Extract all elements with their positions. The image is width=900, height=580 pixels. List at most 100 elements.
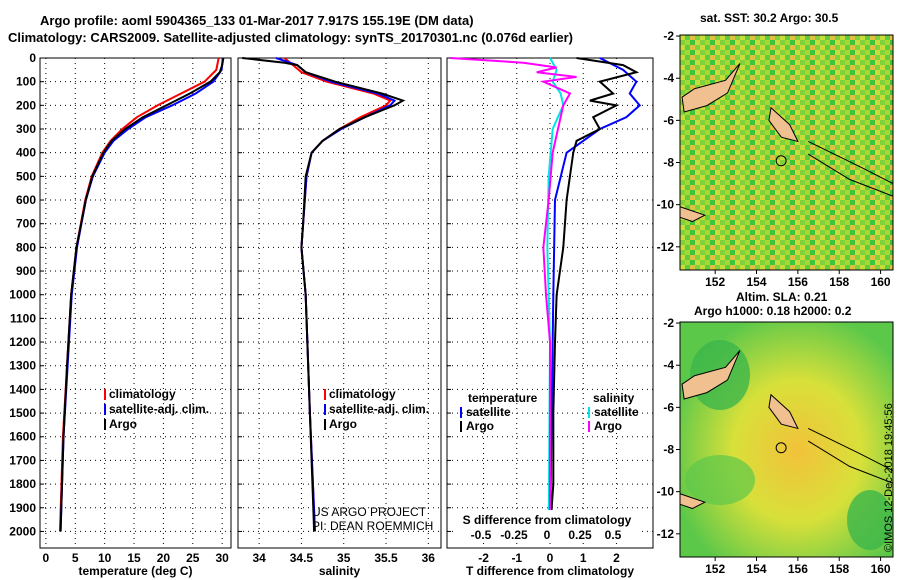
legend-swatch	[588, 421, 590, 432]
series-line-climatology	[58, 57, 220, 532]
lat-tick-label: -8	[663, 443, 674, 457]
y-tick-label: 200	[16, 98, 36, 112]
x-axis-label: T difference from climatology	[466, 564, 634, 578]
x-tick-label: 5	[72, 551, 79, 565]
legend-swatch	[104, 419, 106, 430]
s-axis-label: S difference from climatology	[463, 513, 632, 527]
sst-map: -2 -4 -6 -8 -10 -12 152 154 156 158 160	[657, 29, 894, 289]
lat-tick-label: -10	[657, 198, 675, 212]
legend-label: satellite-adj. clim.	[329, 402, 429, 416]
y-tick-label: 1600	[9, 430, 36, 444]
legend-label: Argo	[329, 417, 357, 431]
credit-text: US ARGO PROJECT	[312, 505, 427, 519]
legend-label: Argo	[466, 419, 494, 433]
sla-map-title: Altim. SLA: 0.21	[736, 290, 828, 304]
legend-label: Argo	[109, 417, 137, 431]
x-tick-label: 10	[98, 551, 112, 565]
land-new-britain	[681, 350, 741, 400]
sla-map: -2 -4 -6 -8 -10 -12 152 154 156 158 160	[657, 316, 894, 576]
y-tick-label: 300	[16, 122, 36, 136]
sla-low-blob	[685, 455, 755, 505]
sst-map-title: sat. SST: 30.2 Argo: 30.5	[700, 11, 839, 25]
lat-tick-label: -2	[663, 316, 674, 330]
axes-frame	[39, 57, 232, 549]
x-tick-label: 25	[186, 551, 200, 565]
legend-label: climatology	[109, 387, 176, 401]
y-tick-label: 1300	[9, 359, 36, 373]
s-tick-label: 0.25	[568, 528, 592, 542]
series-line-s-argo	[450, 57, 577, 532]
x-tick-label: -1	[511, 551, 522, 565]
x-tick-label: 20	[157, 551, 171, 565]
series-line-t-argo	[549, 57, 640, 532]
lat-tick-label: -6	[663, 400, 674, 414]
lat-tick-label: -10	[657, 485, 675, 499]
lon-tick-label: 152	[705, 275, 725, 289]
lon-tick-label: 154	[746, 562, 766, 576]
sla-map-subtitle: Argo h1000: 0.18 h2000: 0.2	[694, 304, 852, 318]
x-tick-label: 1	[580, 551, 587, 565]
x-tick-label: 15	[127, 551, 141, 565]
map-frame	[679, 321, 894, 558]
y-tick-label: 2000	[9, 524, 36, 538]
y-tick-label: 1700	[9, 453, 36, 467]
x-axis-label: salinity	[319, 564, 361, 578]
lat-tick-label: -12	[657, 527, 675, 541]
lon-tick-label: 156	[788, 562, 808, 576]
x-tick-label: 34.5	[290, 551, 314, 565]
lon-tick-label: 152	[705, 562, 725, 576]
panel-2: -2 -1 0 1 2T difference from climatology temp…	[446, 57, 654, 578]
legend-swatch	[460, 421, 462, 432]
legend-swatch	[324, 404, 326, 415]
lat-tick-label: -4	[663, 71, 674, 85]
timestamp: ©IMOS 12-Dec-2018 19:45:56	[883, 403, 895, 552]
x-tick-label: 35	[337, 551, 351, 565]
s-tick-label: -0.5	[471, 528, 492, 542]
series-line-argo	[242, 57, 406, 532]
lon-tick-label: 154	[746, 275, 766, 289]
legend-swatch	[460, 407, 462, 418]
y-tick-label: 1000	[9, 288, 36, 302]
x-tick-label: -2	[478, 551, 489, 565]
x-axis-label: temperature (deg C)	[78, 564, 192, 578]
x-tick-label: 35.5	[374, 551, 398, 565]
panel-1: 34 34.5 35 35.5 36 salinity climatologysatelli…	[237, 57, 442, 578]
argo-float-marker	[775, 442, 787, 454]
map-frame	[679, 34, 894, 271]
y-tick-label: 1800	[9, 477, 36, 491]
y-tick-label: 100	[16, 75, 36, 89]
lon-tick-label: 158	[829, 275, 849, 289]
y-tick-label: 600	[16, 193, 36, 207]
s-tick-label: 0	[544, 528, 551, 542]
land-new-britain	[681, 63, 741, 113]
legend-swatch	[324, 389, 326, 400]
y-tick-label: 1900	[9, 501, 36, 515]
sla-low-blob	[847, 490, 893, 550]
legend-label: satellite-adj. clim.	[109, 402, 209, 416]
x-tick-label: 0	[43, 551, 50, 565]
lon-tick-label: 158	[829, 562, 849, 576]
lat-tick-label: -6	[663, 113, 674, 127]
lon-tick-label: 160	[871, 562, 891, 576]
y-tick-label: 500	[16, 169, 36, 183]
panel-0: 0100200300400500600700800900100011001200…	[9, 51, 232, 578]
lat-tick-label: -8	[663, 156, 674, 170]
y-tick-label: 400	[16, 146, 36, 160]
series-line-climatology	[283, 57, 392, 532]
lon-tick-label: 156	[788, 275, 808, 289]
y-tick-label: 900	[16, 264, 36, 278]
land-bougainville	[768, 393, 799, 430]
argo-float-marker	[775, 155, 787, 167]
series-line-argo	[59, 57, 225, 532]
lat-tick-label: -2	[663, 29, 674, 43]
series-line-satellite-adj.-clim.	[59, 57, 224, 532]
y-tick-label: 0	[29, 51, 36, 65]
x-tick-label: 30	[216, 551, 230, 565]
y-tick-label: 700	[16, 217, 36, 231]
legend-title-temperature: temperature	[468, 391, 538, 405]
pi-text: PI: DEAN ROEMMICH	[312, 519, 434, 533]
series-line-t-satellite	[549, 57, 642, 532]
legend-swatch	[588, 407, 590, 418]
